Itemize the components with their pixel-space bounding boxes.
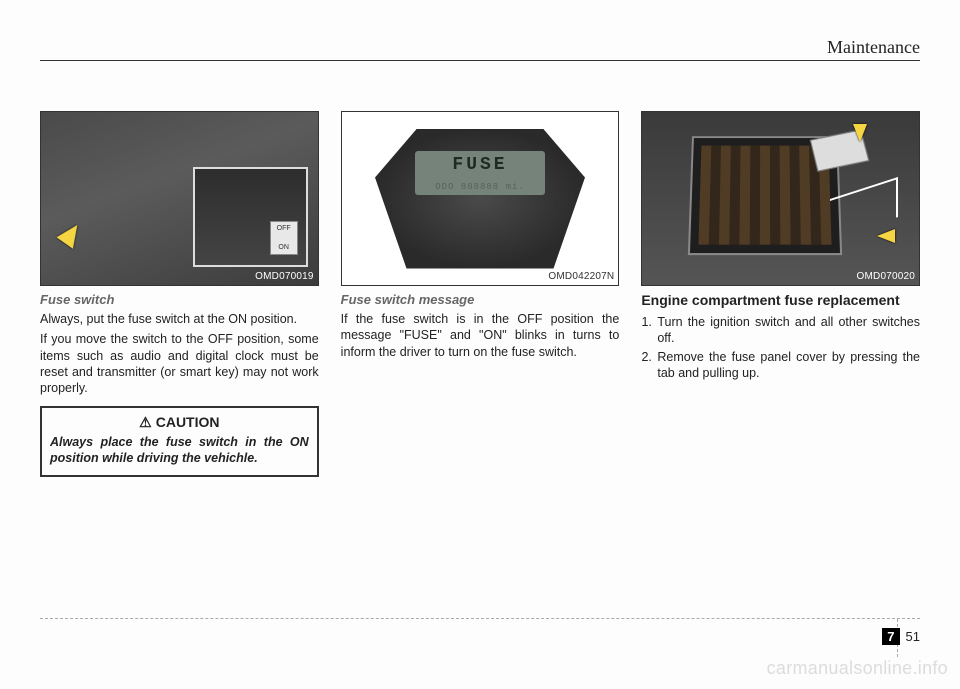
lcd-fuse-text: FUSE	[415, 155, 545, 175]
caution-title-text: CAUTION	[156, 414, 220, 430]
header-rule: Maintenance	[40, 60, 920, 61]
figure-engine-fuse: OMD070020	[641, 111, 920, 286]
fuse-board-graphic	[699, 146, 832, 245]
figure-inset: OFF ON	[193, 167, 308, 267]
figure-code: OMD070020	[857, 271, 916, 282]
arrow-icon	[853, 124, 867, 142]
caution-title: ⚠CAUTION	[50, 414, 309, 431]
lcd-odo-text: ODO 888888 mi.	[415, 182, 545, 192]
figure-code: OMD042207N	[548, 271, 614, 282]
paragraph: If you move the switch to the OFF positi…	[40, 331, 319, 396]
step-item: Remove the fuse panel cover by pressing …	[655, 349, 920, 382]
chapter-number: 7	[882, 628, 899, 645]
figure-fuse-message: FUSE ODO 888888 mi. OMD042207N	[341, 111, 620, 286]
arrow-icon	[877, 229, 895, 243]
manual-page: Maintenance OFF ON OMD070019 Fuse switch…	[0, 0, 960, 689]
section-title: Maintenance	[827, 37, 920, 58]
warning-icon: ⚠	[139, 414, 152, 430]
column-1: OFF ON OMD070019 Fuse switch Always, put…	[40, 111, 319, 477]
column-2: FUSE ODO 888888 mi. OMD042207N Fuse swit…	[341, 111, 620, 477]
caution-text: Always place the fuse switch in the ON p…	[50, 435, 309, 466]
steps-list: Turn the ignition switch and all other s…	[641, 314, 920, 382]
footer-rule	[40, 618, 920, 619]
step-item: Turn the ignition switch and all other s…	[655, 314, 920, 347]
instrument-cluster-graphic: FUSE ODO 888888 mi.	[375, 129, 585, 269]
switch-off-label: OFF	[271, 225, 297, 232]
paragraph: Always, put the fuse switch at the ON po…	[40, 311, 319, 327]
page-number: 51	[906, 629, 920, 644]
content-columns: OFF ON OMD070019 Fuse switch Always, put…	[40, 111, 920, 477]
page-footer: 7 51	[882, 628, 920, 645]
fuse-box-graphic	[688, 136, 842, 255]
subhead-fuse-message: Fuse switch message	[341, 292, 620, 307]
column-3: OMD070020 Engine compartment fuse replac…	[641, 111, 920, 477]
caution-box: ⚠CAUTION Always place the fuse switch in…	[40, 406, 319, 476]
switch-on-label: ON	[271, 244, 297, 251]
fuse-switch-graphic: OFF ON	[270, 221, 298, 255]
figure-code: OMD070019	[255, 271, 314, 282]
lcd-display: FUSE ODO 888888 mi.	[415, 151, 545, 195]
subhead-fuse-switch: Fuse switch	[40, 292, 319, 307]
figure-fuse-switch: OFF ON OMD070019	[40, 111, 319, 286]
watermark: carmanualsonline.info	[767, 658, 948, 679]
subhead-engine-fuse: Engine compartment fuse replacement	[641, 292, 920, 310]
paragraph: If the fuse switch is in the OFF positio…	[341, 311, 620, 360]
